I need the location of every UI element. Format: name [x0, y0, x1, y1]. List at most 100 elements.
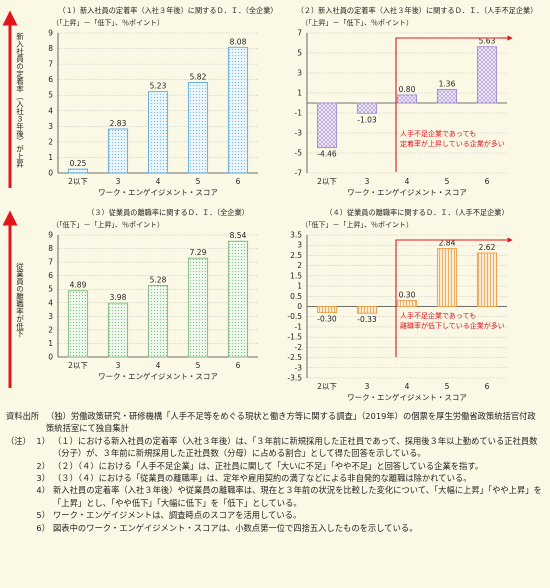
- annotation-box: [395, 37, 510, 172]
- bar-value-label: 5.28: [150, 275, 167, 284]
- bar-value-label: 5.82: [190, 72, 207, 81]
- y-tick-label: 2: [48, 137, 53, 146]
- note-item: 2） （２）（４）における「人手不足企業」は、正社員に関して「大いに不足」「やや…: [28, 460, 544, 472]
- chart-title: （２）新入社員の定着率（入社３年後）に関するＤ．Ｉ．（人手不足企業）: [297, 6, 538, 15]
- bar-value-label: 1.36: [439, 79, 456, 88]
- x-tick-label: 5: [196, 361, 201, 370]
- x-axis-label: ワーク・エンゲイジメント・スコア: [98, 188, 218, 197]
- x-tick-label: 3: [365, 382, 370, 391]
- annotation-text: 離職率が低下している企業が多い: [400, 321, 505, 330]
- bar-value-label: 0.30: [399, 290, 416, 299]
- notes-row: （注） 1） （１）における新入社員の定着率（入社３年後）は、「３年前に新規採用…: [6, 435, 544, 534]
- y-tick-label: 6: [48, 75, 53, 84]
- bar-value-label: 8.08: [230, 37, 247, 46]
- bar-value-label: 2.83: [110, 119, 127, 128]
- x-tick-label: 5: [445, 177, 450, 186]
- chart-subtitle: （「低下」－「上昇」、％ポイント）: [301, 220, 413, 229]
- x-tick-label: 2以下: [317, 177, 337, 186]
- x-tick-label: 4: [405, 382, 410, 391]
- x-tick-label: 6: [236, 361, 241, 370]
- chart-title: （４）従業員の離職率に関するＤ．Ｉ．（人手不足企業）: [325, 208, 508, 217]
- y-tick-label: 1: [297, 89, 302, 98]
- bar: [356, 102, 378, 114]
- y-tick-label: 2: [297, 261, 302, 270]
- note-item: 3） （３）（４）における「従業員の離職率」は、定年や雇用契約の満了などによる非…: [28, 472, 544, 484]
- x-tick-label: 2以下: [68, 177, 88, 186]
- notes-section: 資料出所 （独）労働政策研究・研修機構「人手不足等をめぐる現状と働き方等に関する…: [6, 410, 544, 534]
- note-number: 1）: [36, 435, 50, 446]
- y-tick-label: 4: [48, 298, 53, 307]
- note-item: 1） （１）における新入社員の定着率（入社３年後）は、「３年前に新規採用した正社…: [28, 435, 544, 460]
- bar: [436, 248, 458, 307]
- bar-value-label: -4.46: [317, 150, 337, 159]
- bar: [107, 302, 129, 358]
- note-text: （１）における新入社員の定着率（入社３年後）は、「３年前に新規採用した正社員であ…: [53, 435, 538, 459]
- bar-value-label: 4.89: [70, 281, 87, 290]
- bar: [356, 306, 378, 314]
- x-tick-label: 6: [485, 382, 490, 391]
- bar-value-label: -1.03: [357, 115, 377, 124]
- bar: [147, 284, 169, 358]
- y-tick-label: -3.5: [287, 374, 302, 383]
- note-number: 4）: [36, 485, 50, 496]
- side-label-upper: 新入社員の定着率（入社３年後）が上昇: [15, 31, 24, 169]
- source-row: 資料出所 （独）労働政策研究・研修機構「人手不足等をめぐる現状と働き方等に関する…: [6, 410, 544, 435]
- bar-value-label: -0.33: [357, 315, 377, 324]
- note-head: （注）: [6, 435, 31, 446]
- x-tick-label: 5: [445, 382, 450, 391]
- note-item: 4） 新入社員の定着率（入社３年後）や従業員の離職率は、現在と３年前の状況を比較…: [28, 484, 544, 509]
- y-tick-label: -3: [295, 363, 303, 372]
- source-head: 資料出所: [6, 411, 40, 421]
- side-label-lower: 従業員の離職率が低下: [15, 261, 24, 339]
- y-tick-label: -5: [295, 149, 303, 158]
- y-tick-label: 8: [48, 44, 53, 53]
- x-tick-label: 4: [156, 177, 161, 186]
- chart-subtitle: （「上昇」－「低下」、％ポイント）: [52, 18, 164, 27]
- x-axis-label: ワーク・エンゲイジメント・スコア: [347, 188, 467, 197]
- y-tick-label: 7: [297, 29, 302, 38]
- note-text: ワーク・エンゲイジメントは、調査時点のスコアを活用している。: [53, 510, 302, 521]
- y-tick-label: -1: [295, 109, 303, 118]
- bar-value-label: -0.30: [317, 315, 337, 324]
- chart-subtitle: （「上昇」－「低下」、％ポイント）: [301, 18, 413, 27]
- chart-subtitle: （「低下」－「上昇」、％ポイント）: [52, 220, 164, 229]
- y-tick-label: 7: [48, 258, 53, 267]
- bar-value-label: 7.29: [190, 248, 207, 257]
- bar-value-label: 5.63: [479, 37, 496, 46]
- bar-value-label: 2.62: [479, 243, 496, 252]
- bar: [187, 257, 209, 358]
- y-tick-label: 9: [48, 29, 53, 38]
- chart-2-retention-shortage: （２）新入社員の定着率（入社３年後）に関するＤ．Ｉ．（人手不足企業） （「上昇」－…: [295, 6, 538, 197]
- y-tick-label: -2.5: [287, 353, 302, 362]
- source-text: （独）労働政策研究・研修機構「人手不足等をめぐる現状と働き方等に関する調査」（2…: [46, 411, 536, 434]
- annotation-text: 定着率が上昇している企業が多い: [400, 139, 505, 148]
- bar: [396, 299, 418, 307]
- y-tick-label: 0.5: [290, 292, 302, 301]
- x-tick-label: 4: [405, 177, 410, 186]
- y-tick-label: 4: [48, 106, 53, 115]
- y-tick-label: -3: [295, 129, 303, 138]
- y-tick-label: 5: [48, 91, 53, 100]
- annotation-text: 人手不足企業であっても: [400, 129, 476, 138]
- bar: [227, 240, 249, 358]
- x-axis-label: ワーク・エンゲイジメント・スコア: [347, 393, 467, 402]
- bar: [187, 82, 209, 174]
- bar: [147, 91, 169, 174]
- y-tick-label: 7: [48, 60, 53, 69]
- note-number: 5）: [36, 510, 50, 521]
- x-tick-label: 4: [156, 361, 161, 370]
- note-number: 6）: [36, 522, 50, 533]
- bar: [227, 46, 249, 174]
- y-tick-label: 1: [48, 339, 53, 348]
- chart-title: （１）新入社員の定着率（入社３年後）に関するＤ．Ｉ．（全企業）: [58, 6, 277, 15]
- annotation-text: 人手不足企業であっても: [400, 311, 476, 320]
- y-tick-label: 3: [48, 122, 53, 131]
- note-text: （３）（４）における「従業員の離職率」は、定年や雇用契約の満了などによる非自発的…: [53, 473, 472, 484]
- charts-figure: 新入社員の定着率（入社３年後）が上昇 従業員の離職率が低下 （１）新入社員の定着…: [2, 6, 538, 402]
- bar: [67, 168, 89, 174]
- y-tick-label: 1: [48, 153, 53, 162]
- y-tick-label: 5: [297, 49, 302, 58]
- y-tick-label: 3.5: [290, 231, 302, 240]
- note-text: （２）（４）における「人手不足企業」は、正社員に関して「大いに不足」「やや不足」…: [53, 460, 484, 471]
- y-tick-label: 0: [48, 169, 53, 178]
